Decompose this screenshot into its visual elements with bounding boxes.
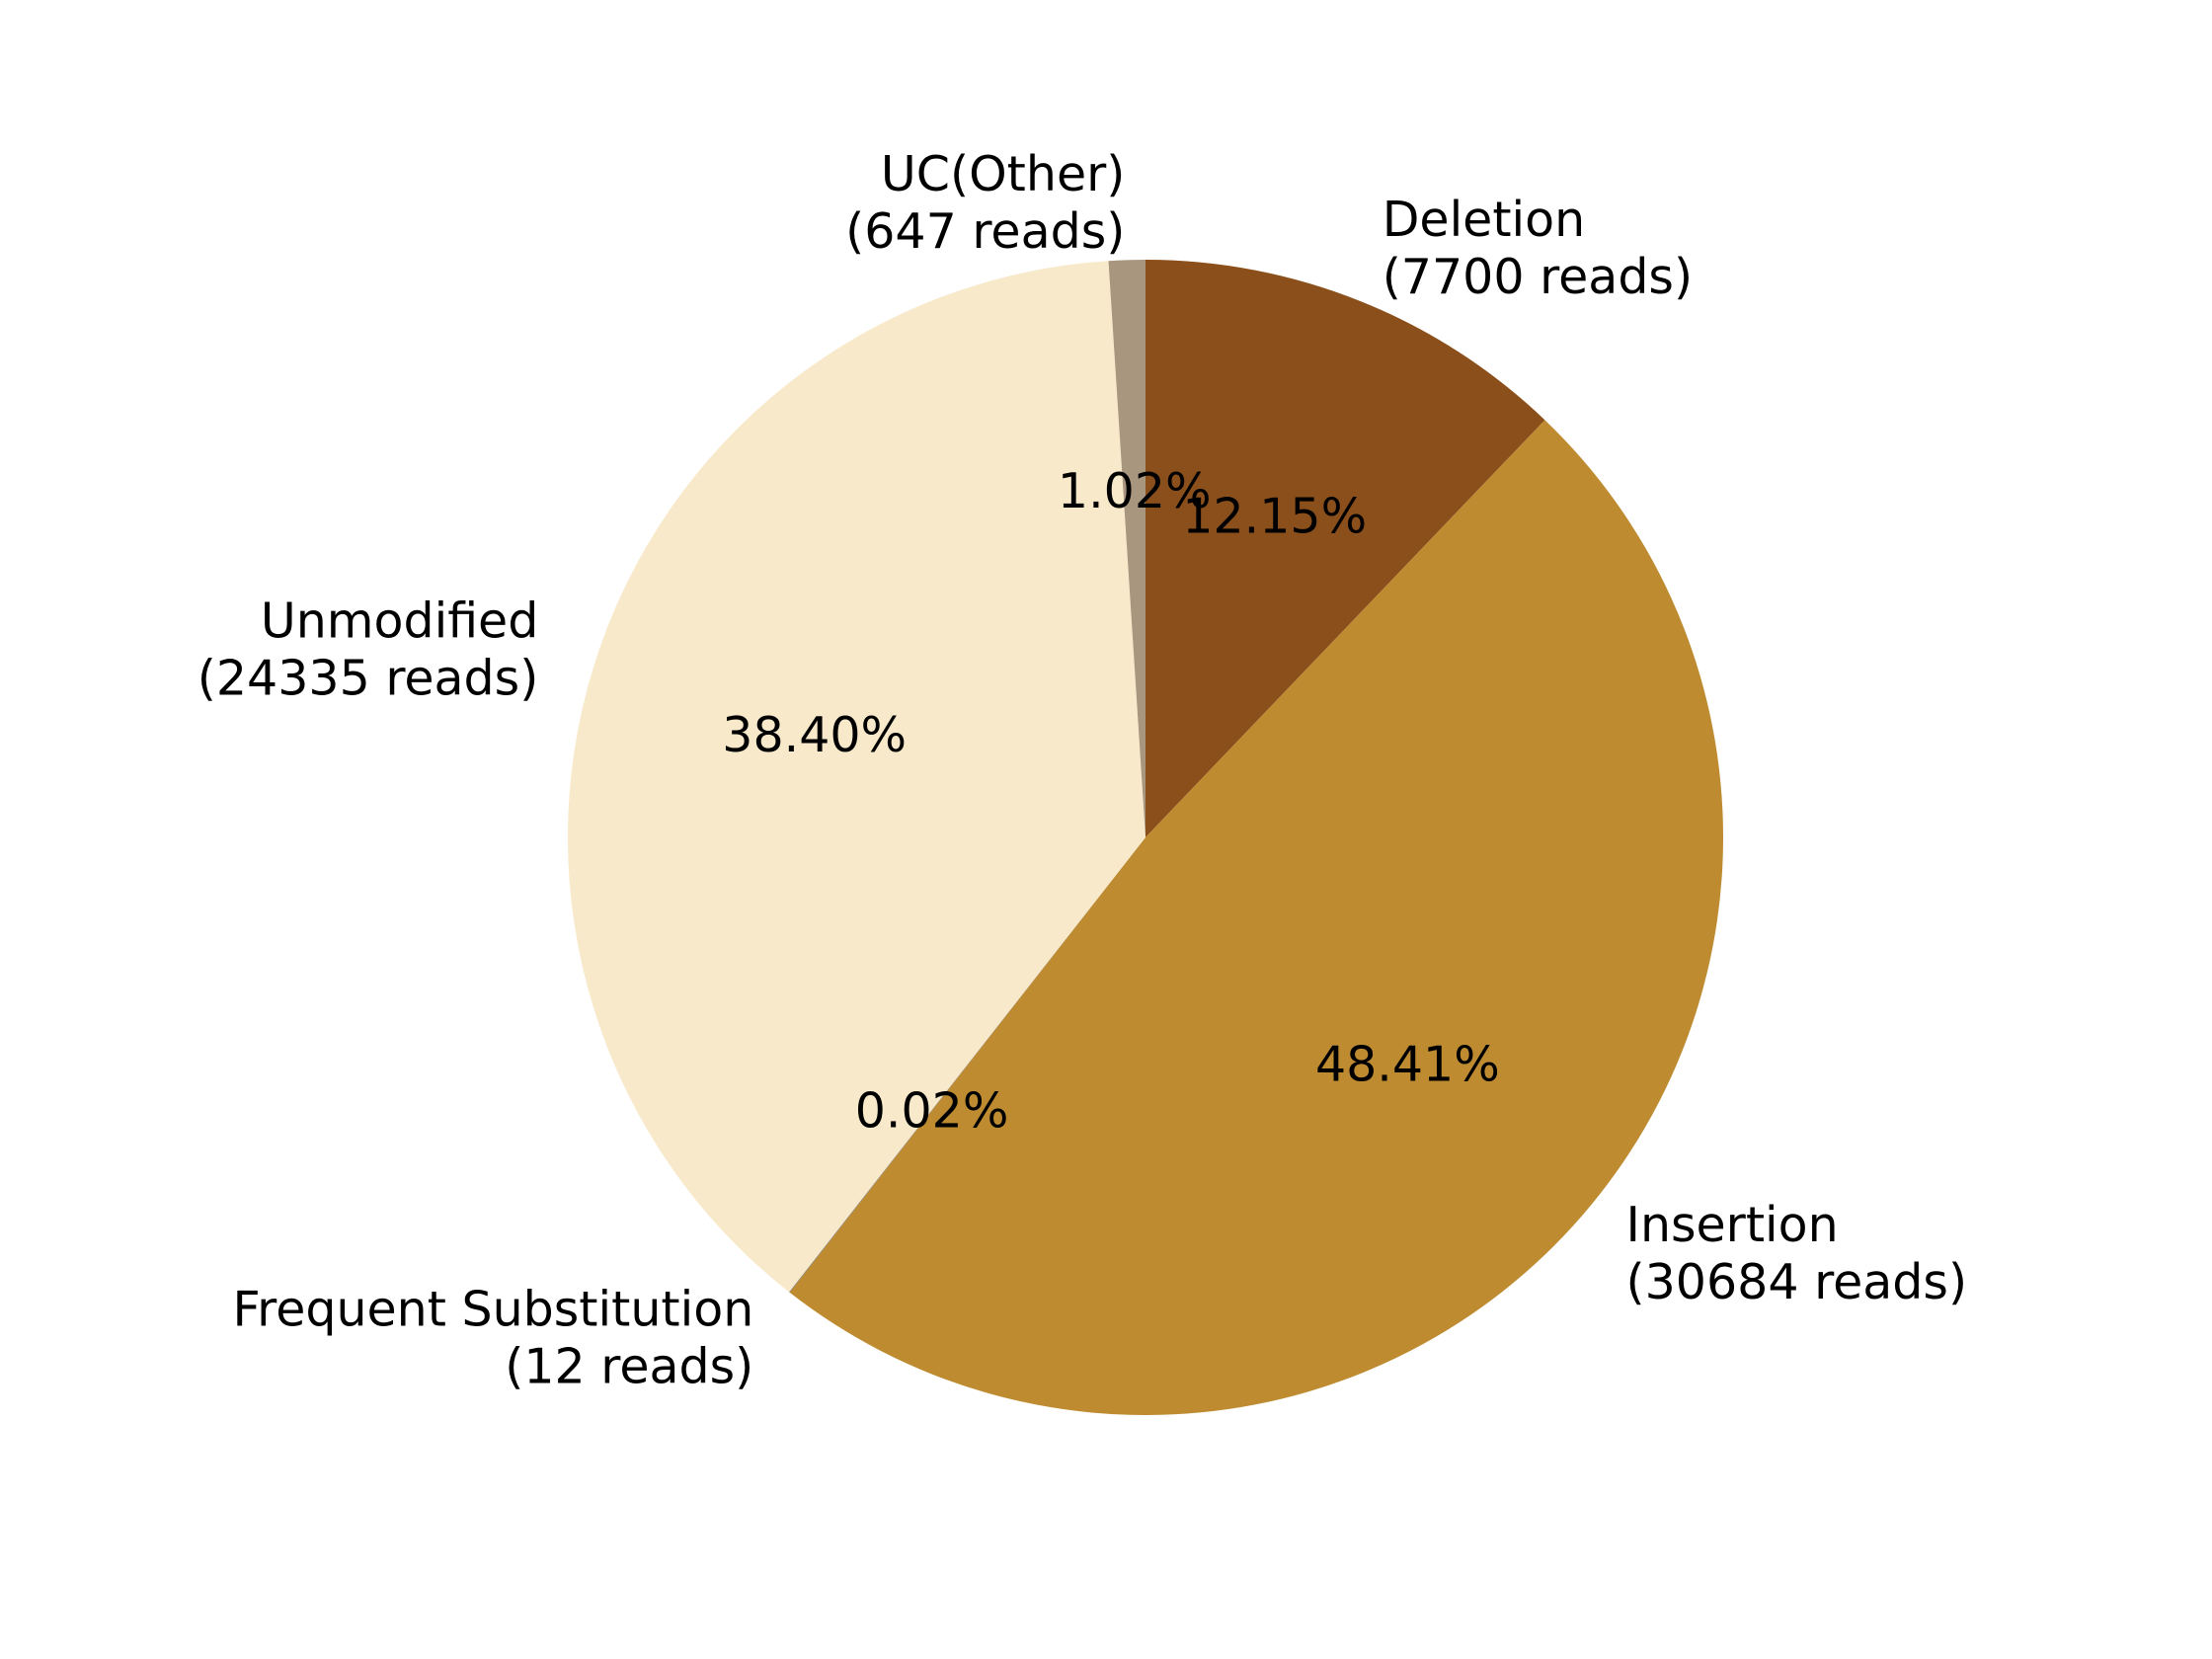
slice-label-reads: (647 reads) xyxy=(845,203,1125,260)
slice-label-name: Unmodified xyxy=(261,593,538,650)
slice-percent-insertion: 48.41% xyxy=(1315,1037,1500,1093)
slice-label-name: Insertion xyxy=(1626,1197,1839,1253)
slice-label-frequent-substitution: Frequent Substitution (12 reads) xyxy=(233,1282,754,1395)
pie-slices xyxy=(568,260,1723,1415)
slice-label-reads: (12 reads) xyxy=(505,1339,753,1395)
slice-label-insertion: Insertion (30684 reads) xyxy=(1626,1197,1968,1310)
pie-labels: Deletion (7700 reads) 12.15% Insertion (3068… xyxy=(198,146,1967,1395)
slice-percent-uc-other: 1.02% xyxy=(1058,463,1212,519)
slice-label-unmodified: Unmodified (24335 reads) xyxy=(198,593,539,707)
slice-label-deletion: Deletion (7700 reads) xyxy=(1382,192,1693,305)
slice-label-reads: (30684 reads) xyxy=(1626,1254,1968,1310)
slice-label-name: UC(Other) xyxy=(881,146,1125,202)
slice-percent-frequent-substitution: 0.02% xyxy=(855,1082,1009,1139)
pie-slice-unmodified xyxy=(568,261,1146,1293)
pie-slice-deletion xyxy=(1146,260,1545,837)
slice-label-reads: (24335 reads) xyxy=(198,651,539,707)
pie-slice-insertion xyxy=(789,420,1723,1415)
pie-slice-uc-other xyxy=(1108,260,1146,837)
slice-percent-deletion: 12.15% xyxy=(1182,488,1367,544)
pie-slice-frequent-substitution xyxy=(789,837,1146,1293)
slice-label-uc-other: UC(Other) (647 reads) xyxy=(845,146,1125,260)
slice-percent-unmodified: 38.40% xyxy=(722,707,907,763)
slice-label-reads: (7700 reads) xyxy=(1382,249,1693,305)
slice-label-name: Frequent Substitution xyxy=(233,1282,754,1338)
slice-label-name: Deletion xyxy=(1382,192,1586,248)
